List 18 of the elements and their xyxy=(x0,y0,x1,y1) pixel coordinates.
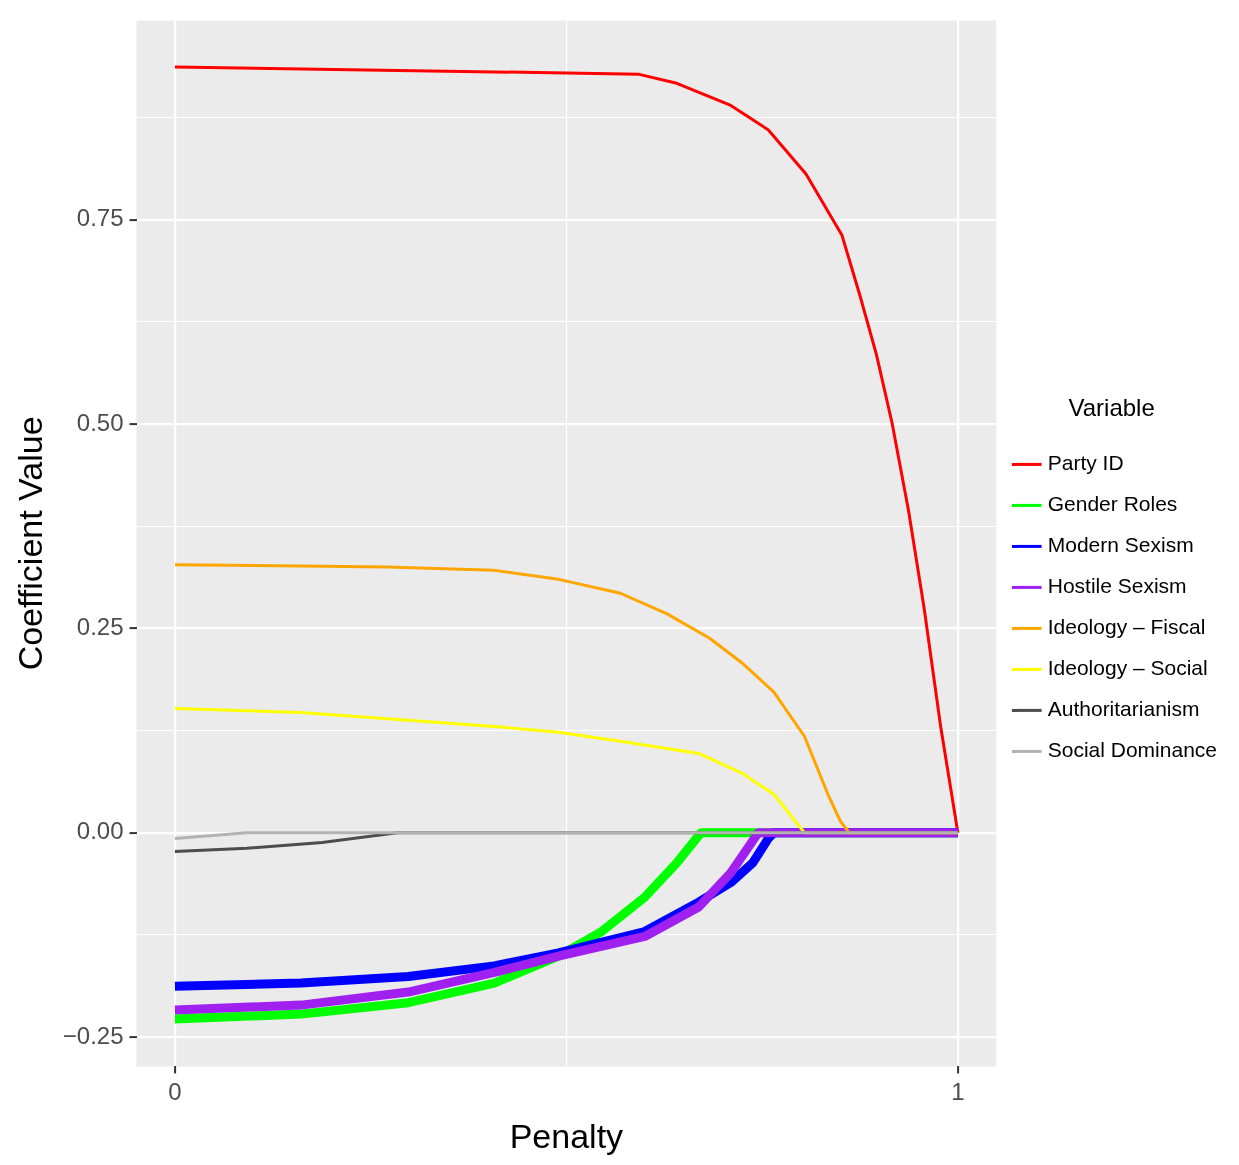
x-tick-label: 1 xyxy=(951,1078,965,1106)
legend-title: Variable xyxy=(1068,393,1155,421)
legend-label: Modern Sexism xyxy=(1047,533,1194,557)
legend-label: Ideology – Fiscal xyxy=(1047,615,1206,639)
x-axis-title: Penalty xyxy=(509,1116,624,1155)
x-tick-label: 0 xyxy=(168,1078,182,1106)
legend-label: Gender Roles xyxy=(1047,492,1178,516)
legend-label: Ideology – Social xyxy=(1047,656,1208,680)
legend-label: Authoritarianism xyxy=(1047,697,1200,721)
y-tick-label: 0.50 xyxy=(76,408,124,436)
y-tick-label: 0.00 xyxy=(76,817,124,845)
y-tick-label: 0.75 xyxy=(76,204,124,232)
legend-label: Social Dominance xyxy=(1047,738,1218,762)
y-axis-title: Coefficient Value xyxy=(10,416,49,671)
y-tick-label: −0.25 xyxy=(62,1021,124,1049)
legend-label: Party ID xyxy=(1047,451,1124,475)
legend-label: Hostile Sexism xyxy=(1047,574,1187,598)
y-tick-label: 0.25 xyxy=(76,613,124,641)
